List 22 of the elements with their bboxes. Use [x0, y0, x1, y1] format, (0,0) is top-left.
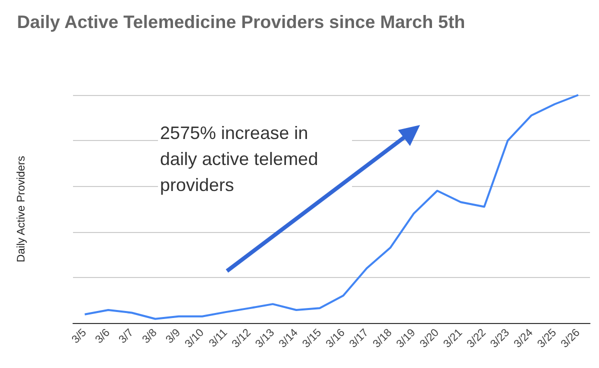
- chart-title: Daily Active Telemedicine Providers since March 5th: [17, 12, 466, 32]
- y-axis-title: Daily Active Providers: [16, 155, 28, 262]
- x-tick-label: 3/12: [230, 326, 254, 350]
- x-tick-label: 3/20: [418, 326, 442, 350]
- x-tick-label: 3/6: [93, 326, 112, 346]
- x-tick-label: 3/10: [182, 326, 206, 350]
- x-tick-label: 3/23: [488, 326, 512, 350]
- x-tick-label: 3/5: [70, 326, 89, 346]
- x-tick-label: 3/18: [370, 326, 394, 350]
- x-tick-label: 3/13: [253, 326, 277, 350]
- x-tick-label: 3/24: [512, 326, 536, 350]
- x-tick-label: 3/8: [140, 326, 160, 346]
- x-tick-label: 3/26: [558, 326, 582, 350]
- x-tick-label: 3/19: [394, 326, 418, 350]
- x-tick-label: 3/22: [464, 326, 488, 350]
- x-tick-label: 3/7: [116, 326, 136, 346]
- annotation: 2575% increase in daily active telemed providers: [160, 123, 324, 195]
- x-tick-label: 3/16: [324, 326, 348, 350]
- x-tick-label: 3/21: [441, 326, 465, 350]
- x-tick-label: 3/14: [276, 326, 300, 350]
- x-tick-label: 3/9: [164, 326, 183, 346]
- x-tick-label: 3/11: [206, 326, 230, 350]
